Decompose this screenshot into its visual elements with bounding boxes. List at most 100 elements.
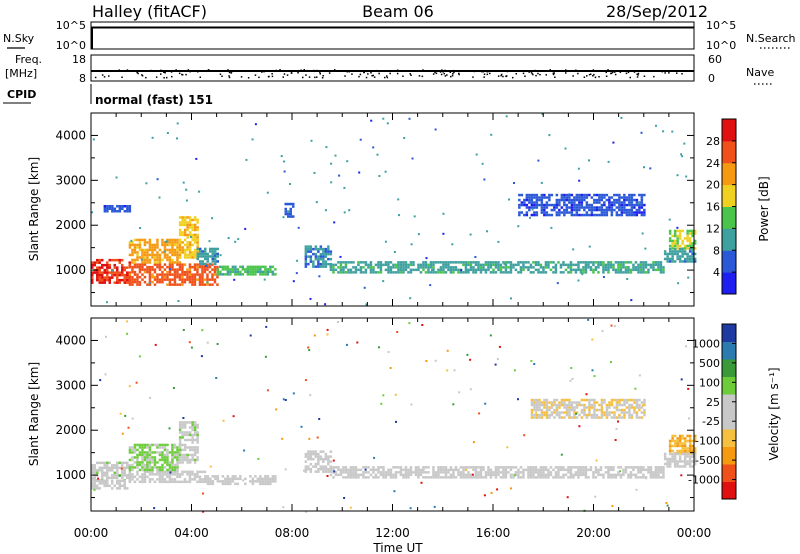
data-cell: [193, 223, 197, 227]
data-cell: [474, 473, 478, 477]
data-cell: [394, 466, 398, 469]
data-cell: [520, 193, 524, 197]
data-cell: [683, 250, 687, 253]
data-cell: [171, 453, 174, 457]
data-cell: [693, 447, 697, 450]
data-cell: [186, 226, 189, 229]
data-cell: [307, 452, 310, 456]
data-cell: [617, 271, 620, 274]
data-cell: [548, 196, 551, 199]
data-cell: [599, 473, 603, 477]
nave-dot: [434, 71, 436, 74]
data-cell: [652, 268, 655, 272]
data-cell: [533, 206, 536, 209]
data-cell: [432, 471, 435, 474]
data-cell: [249, 475, 252, 478]
data-cell: [181, 470, 184, 474]
data-cell: [439, 268, 443, 272]
data-cell: [261, 270, 265, 274]
data-cell: [662, 266, 665, 269]
data-cell: [635, 401, 639, 404]
data-cell: [392, 271, 395, 274]
noise-cell: [185, 199, 188, 202]
data-cell: [183, 231, 187, 234]
noise-cell: [219, 254, 222, 257]
data-cell: [686, 434, 689, 438]
data-cell: [504, 266, 508, 269]
data-cell: [568, 416, 571, 419]
data-cell: [121, 461, 124, 465]
noise-cell: [442, 232, 445, 235]
data-cell: [563, 411, 566, 414]
data-cell: [98, 281, 101, 284]
data-cell: [573, 208, 576, 212]
data-cell: [106, 479, 109, 483]
data-cell: [644, 263, 648, 267]
data-cell: [108, 271, 111, 274]
data-cell: [199, 252, 202, 256]
data-cell: [492, 473, 495, 477]
data-cell: [578, 196, 581, 199]
data-cell: [101, 258, 104, 262]
noise-cell: [254, 123, 257, 126]
data-cell: [176, 263, 179, 266]
nave-dot: [261, 71, 263, 73]
data-cell: [216, 480, 220, 483]
data-cell: [429, 266, 433, 269]
y-tick-label: 2000: [55, 423, 86, 437]
data-cell: [628, 208, 631, 212]
noise-cell: [280, 155, 283, 158]
data-cell: [580, 213, 584, 217]
nave-dot: [126, 69, 129, 71]
data-cell: [181, 218, 184, 222]
data-cell: [583, 208, 586, 212]
data-cell: [598, 196, 601, 199]
data-cell: [133, 461, 137, 464]
data-cell: [327, 460, 330, 463]
data-cell: [143, 475, 147, 479]
data-cell: [627, 473, 630, 477]
data-cell: [620, 196, 624, 199]
nave-dot: [228, 75, 230, 77]
data-cell: [168, 265, 172, 269]
data-cell: [635, 411, 639, 414]
data-cell: [575, 208, 579, 212]
data-cell: [307, 250, 310, 253]
data-cell: [91, 476, 94, 480]
noise-cell: [115, 176, 118, 179]
data-cell: [638, 403, 641, 407]
data-cell: [96, 266, 99, 269]
noise-cell: [266, 389, 269, 392]
data-cell: [138, 480, 142, 484]
data-cell: [156, 280, 159, 284]
nave-dot: [359, 70, 362, 73]
data-cell: [608, 203, 611, 207]
data-cell: [629, 271, 633, 274]
data-cell: [241, 265, 245, 269]
data-cell: [563, 201, 566, 204]
data-cell: [624, 466, 628, 469]
data-cell: [567, 266, 570, 269]
data-cell: [289, 212, 292, 216]
data-cell: [550, 411, 554, 414]
data-cell: [103, 281, 106, 284]
data-cell: [339, 266, 343, 269]
data-cell: [434, 271, 438, 274]
nave-dot: [522, 72, 525, 75]
data-cell: [504, 261, 508, 264]
data-cell: [662, 473, 665, 477]
data-cell: [535, 198, 539, 202]
data-cell: [193, 253, 197, 257]
data-cell: [444, 271, 448, 274]
data-cell: [671, 234, 674, 238]
data-cell: [610, 403, 614, 407]
noise-cell: [282, 506, 285, 509]
data-cell: [543, 208, 546, 212]
nave-dot: [300, 69, 302, 71]
data-cell: [574, 471, 578, 474]
data-cell: [362, 466, 365, 469]
data-cell: [113, 281, 116, 284]
noise-cell: [365, 303, 368, 306]
data-cell: [600, 211, 604, 214]
data-cell: [639, 271, 643, 274]
